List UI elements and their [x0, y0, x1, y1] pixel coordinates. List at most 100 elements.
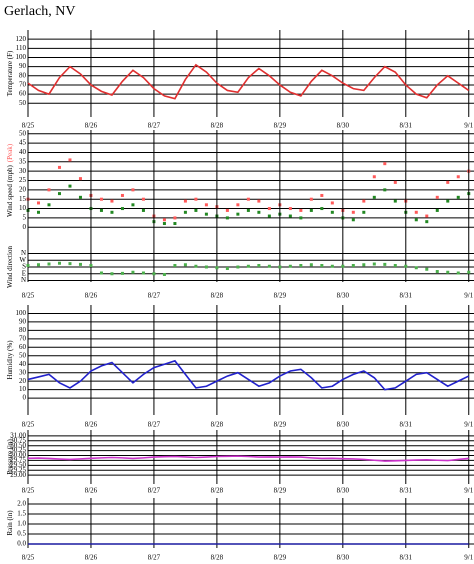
data-point: [330, 201, 334, 205]
data-point: [131, 270, 135, 274]
data-point: [162, 218, 166, 222]
data-point: [267, 207, 271, 211]
data-point: [78, 177, 82, 181]
y-axis-label: Rain (in): [6, 510, 14, 536]
data-point: [278, 265, 282, 269]
data-point: [456, 271, 460, 275]
data-point: [446, 199, 450, 203]
data-point: [341, 264, 345, 268]
y-axis-label-text: Rain (in): [6, 510, 14, 536]
data-point: [362, 199, 366, 203]
data-point: [47, 203, 51, 207]
data-point: [288, 207, 292, 211]
chart-title: Gerlach, NV: [4, 4, 76, 19]
data-point: [393, 180, 397, 184]
y-tick-label: 70: [19, 334, 27, 342]
data-point: [183, 199, 187, 203]
y-tick-label: E: [22, 269, 26, 277]
y-tick-label: 10: [19, 385, 27, 393]
y-tick-label: 35: [19, 157, 27, 165]
data-point: [383, 262, 387, 266]
x-tick-label: 8/30: [337, 122, 350, 130]
data-point: [173, 216, 177, 220]
y-tick-label: 25: [19, 176, 27, 184]
data-point: [78, 262, 82, 266]
data-point: [236, 203, 240, 207]
y-tick-label: 50: [19, 99, 27, 107]
data-point: [68, 184, 72, 188]
data-point: [36, 210, 40, 214]
y-axis-label: Pressure (in): [6, 439, 14, 475]
x-tick-label: 8/31: [400, 421, 413, 429]
x-tick-label: 8/25: [22, 554, 35, 562]
y-tick-label: 29.75: [10, 456, 26, 464]
data-point: [204, 212, 208, 216]
data-point: [110, 199, 114, 203]
y-tick-label: 1.5: [17, 510, 26, 518]
y-axis-label: Wind speed (mph) (Peak): [6, 143, 14, 217]
x-tick-label: 8/28: [211, 554, 224, 562]
data-point: [362, 263, 366, 267]
data-point: [120, 271, 124, 275]
x-tick-label: 8/25: [22, 487, 35, 495]
data-point: [425, 214, 429, 218]
data-point: [99, 197, 103, 201]
data-point: [162, 222, 166, 226]
data-point: [446, 180, 450, 184]
y-tick-label: 30.75: [10, 436, 26, 444]
data-point: [362, 210, 366, 214]
x-tick-label: 8/29: [274, 421, 287, 429]
x-tick-label: 8/26: [85, 122, 98, 130]
x-tick-label: 8/30: [337, 554, 350, 562]
y-tick-label: 0: [23, 394, 27, 402]
data-line: [27, 359, 470, 391]
y-tick-label: 2.0: [17, 500, 26, 508]
y-tick-label: 30.00: [10, 451, 26, 459]
data-point: [425, 267, 429, 271]
x-tick-label: 8/27: [148, 421, 161, 429]
y-axis-label: Temperature (F): [6, 50, 14, 96]
data-point: [173, 222, 177, 226]
y-tick-label: 120: [16, 35, 27, 43]
x-tick-label: 8/27: [148, 122, 161, 130]
data-point: [36, 263, 40, 267]
y-tick-label: 60: [19, 90, 27, 98]
y-axis-label-text: Wind direction: [6, 246, 14, 288]
y-tick-label: 100: [16, 53, 27, 61]
data-point: [99, 271, 103, 275]
data-point: [141, 271, 145, 275]
y-axis-label: Humidity (%): [6, 340, 14, 380]
x-tick-label: 9/1: [464, 292, 473, 300]
data-point: [288, 264, 292, 268]
data-point: [131, 203, 135, 207]
data-point: [26, 264, 30, 267]
data-point: [141, 197, 145, 201]
data-point: [141, 208, 145, 212]
x-tick-label: 8/25: [22, 421, 35, 429]
data-point: [288, 214, 292, 218]
data-point: [351, 210, 355, 214]
y-tick-label: 40: [19, 360, 27, 368]
y-tick-label: 40: [19, 148, 27, 156]
x-tick-label: 8/29: [274, 487, 287, 495]
data-point: [309, 263, 313, 267]
data-point: [320, 264, 324, 267]
data-point: [372, 195, 376, 199]
y-tick-label: 100: [16, 309, 27, 317]
y-axis-label-text: Wind speed (mph): [6, 165, 14, 217]
y-axis-label: Wind direction: [6, 246, 14, 288]
x-tick-label: 8/26: [85, 421, 98, 429]
data-point: [414, 218, 418, 222]
data-point: [309, 197, 313, 201]
y-tick-label: 1.0: [17, 520, 26, 528]
y-tick-label: 0: [23, 223, 27, 231]
y-axis-label-text: Humidity (%): [6, 340, 14, 380]
x-tick-label: 9/1: [464, 554, 473, 562]
data-point: [330, 210, 334, 214]
y-tick-label: 80: [19, 71, 27, 79]
x-tick-label: 8/31: [400, 292, 413, 300]
x-tick-label: 8/25: [22, 292, 35, 300]
x-tick-label: 8/26: [85, 487, 98, 495]
data-point: [89, 264, 93, 267]
